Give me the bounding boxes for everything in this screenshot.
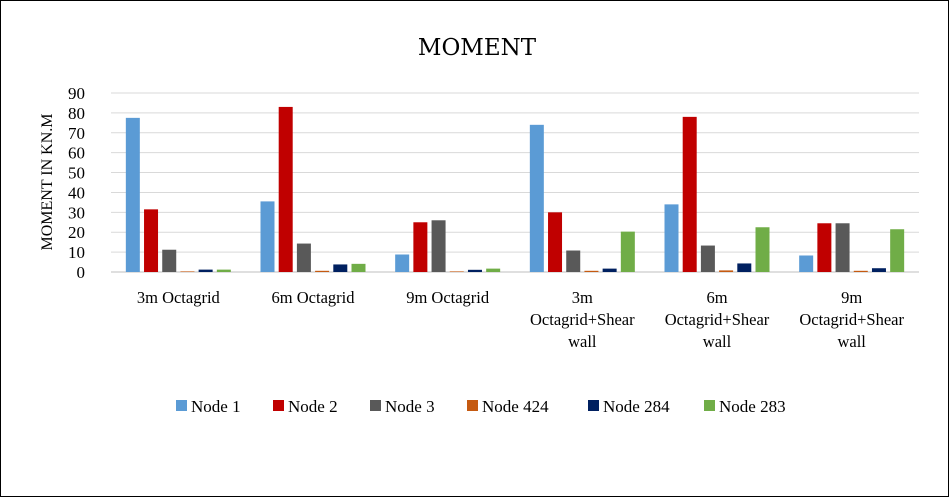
x-category-line: 9m Octagrid [406, 288, 490, 307]
bar [835, 223, 850, 272]
legend-item: Node 424 [467, 397, 549, 416]
bar [413, 222, 428, 272]
x-category-line: 6m [706, 288, 727, 307]
bar [664, 204, 679, 272]
bar [620, 231, 635, 272]
legend-item: Node 3 [370, 397, 435, 416]
bar [431, 220, 446, 272]
legend-label: Node 284 [603, 397, 670, 416]
x-category-label: 3m Octagrid+Shear wall [530, 288, 635, 351]
legend-swatch [588, 400, 599, 411]
bar [755, 227, 770, 272]
x-category-label: 3m Octagrid [137, 288, 221, 307]
x-category-label: 6m Octagrid+Shear wall [665, 288, 770, 351]
x-category-line: Octagrid+Shear [665, 310, 770, 329]
legend-item: Node 284 [588, 397, 670, 416]
bar [486, 268, 501, 272]
x-category-line: 6m Octagrid [272, 288, 356, 307]
legend-swatch [273, 400, 284, 411]
bar [682, 116, 697, 272]
gridlines [111, 92, 919, 273]
x-axis-categories: 3m Octagrid 6m Octagrid 9m Octagrid 3m Octag… [137, 288, 905, 351]
bar [296, 243, 311, 272]
bar [737, 263, 752, 272]
bar [548, 212, 563, 272]
legend-swatch [467, 400, 478, 411]
chart-title: MOMENT [418, 35, 537, 61]
y-tick-label: 10 [68, 243, 85, 262]
y-tick-label: 20 [68, 223, 85, 242]
bars [125, 106, 905, 272]
bar [395, 254, 410, 272]
x-category-line: wall [703, 332, 732, 351]
y-tick-label: 30 [68, 203, 85, 222]
bar [144, 209, 159, 272]
x-category-line: 9m [841, 288, 862, 307]
bar [449, 271, 464, 272]
x-category-label: 6m Octagrid [272, 288, 356, 307]
x-category-line: wall [568, 332, 597, 351]
x-category-line: Octagrid+Shear [799, 310, 904, 329]
bar [125, 117, 140, 272]
legend-label: Node 424 [482, 397, 549, 416]
legend-item: Node 283 [704, 397, 786, 416]
bar [853, 270, 868, 272]
y-tick-label: 40 [68, 183, 85, 202]
legend-label: Node 3 [385, 397, 435, 416]
y-tick-label: 50 [68, 164, 85, 183]
y-tick-label: 60 [68, 144, 85, 163]
legend-swatch [370, 400, 381, 411]
bar [333, 264, 348, 272]
y-tick-label: 70 [68, 124, 85, 143]
bar [602, 268, 617, 272]
bar [216, 269, 231, 272]
legend-label: Node 283 [719, 397, 786, 416]
legend-item: Node 2 [273, 397, 338, 416]
legend-label: Node 1 [191, 397, 241, 416]
bar [700, 245, 715, 272]
bar [198, 269, 213, 272]
bar [260, 201, 275, 272]
legend: Node 1 Node 2 Node 3 Node 424 Node 284 Node 2… [176, 397, 786, 416]
y-tick-label: 90 [68, 84, 85, 103]
bar [719, 270, 734, 272]
bar [529, 124, 544, 272]
bar [180, 271, 195, 272]
bar [278, 106, 293, 272]
bar [162, 249, 177, 272]
x-category-line: 3m Octagrid [137, 288, 221, 307]
legend-item: Node 1 [176, 397, 241, 416]
bar [351, 263, 366, 272]
bar [584, 270, 599, 272]
bar [799, 255, 814, 272]
bar [315, 270, 330, 272]
x-category-label: 9m Octagrid+Shear wall [799, 288, 904, 351]
x-category-line: Octagrid+Shear [530, 310, 635, 329]
y-tick-label: 80 [68, 104, 85, 123]
x-category-line: 3m [572, 288, 593, 307]
x-category-line: wall [837, 332, 866, 351]
bar [890, 229, 905, 272]
bar [467, 269, 482, 272]
legend-label: Node 2 [288, 397, 338, 416]
y-tick-label: 0 [77, 263, 86, 282]
bar [566, 250, 581, 272]
legend-swatch [704, 400, 715, 411]
legend-swatch [176, 400, 187, 411]
bar [817, 223, 832, 272]
bar [871, 268, 886, 272]
y-axis-label: MOMENT IN KN.M [39, 113, 56, 250]
x-category-label: 9m Octagrid [406, 288, 490, 307]
